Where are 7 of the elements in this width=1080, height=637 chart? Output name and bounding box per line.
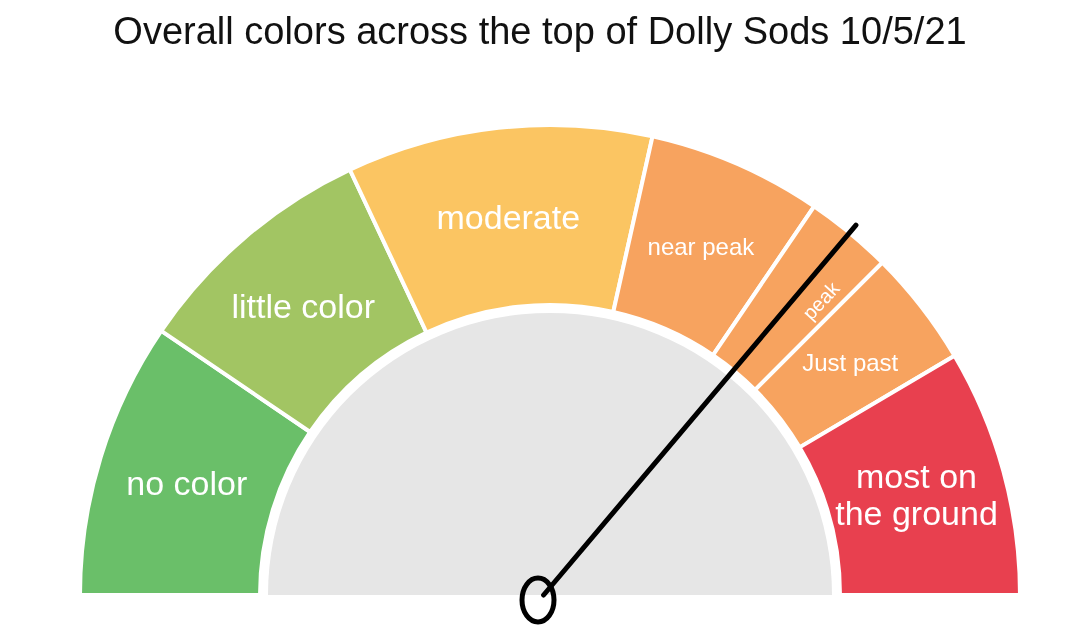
slice-label: near peak: [647, 232, 756, 260]
slice-label: little color: [231, 286, 376, 325]
slice-label: Just past: [802, 348, 899, 376]
chart-title: Overall colors across the top of Dolly Sods 10/5/21: [113, 10, 967, 52]
slice-label: moderate: [436, 198, 581, 237]
slice-label: most on the ground: [835, 456, 998, 533]
slice-label: no color: [126, 464, 248, 503]
